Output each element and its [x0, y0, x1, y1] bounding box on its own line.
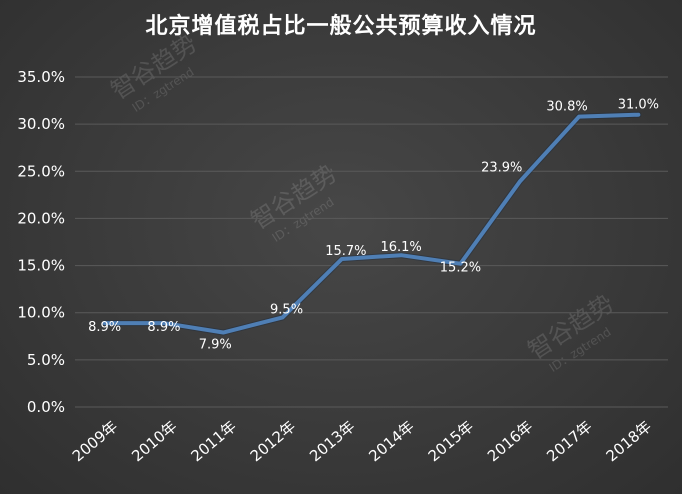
data-label: 30.8% — [546, 100, 587, 115]
x-tick-label: 2012年 — [247, 417, 299, 465]
data-label: 9.5% — [270, 302, 303, 317]
x-tick-label: 2014年 — [365, 417, 417, 465]
data-label: 15.2% — [440, 261, 481, 276]
data-label: 8.9% — [147, 320, 180, 335]
chart-title: 北京增值税占比一般公共预算收入情况 — [145, 14, 537, 39]
x-tick-label: 2015年 — [425, 417, 477, 465]
y-tick-label: 35.0% — [17, 68, 65, 86]
y-tick-label: 5.0% — [27, 351, 65, 369]
y-tick-label: 30.0% — [17, 115, 65, 133]
x-tick-label: 2018年 — [603, 417, 655, 465]
data-label: 8.9% — [88, 320, 121, 335]
y-tick-label: 10.0% — [17, 304, 65, 322]
y-tick-label: 25.0% — [17, 162, 65, 180]
y-tick-label: 20.0% — [17, 209, 65, 227]
x-tick-label: 2010年 — [128, 417, 180, 465]
data-label: 7.9% — [199, 338, 232, 353]
data-label: 31.0% — [618, 98, 659, 113]
data-label: 23.9% — [481, 161, 522, 176]
x-tick-label: 2013年 — [306, 417, 358, 465]
x-tick-label: 2016年 — [484, 417, 536, 465]
series-line-shadow — [101, 111, 642, 336]
x-tick-label: 2017年 — [543, 417, 595, 465]
data-label: 15.7% — [325, 244, 366, 259]
y-tick-label: 15.0% — [17, 257, 65, 275]
data-label: 16.1% — [380, 240, 421, 255]
y-tick-label: 0.0% — [27, 398, 65, 416]
x-tick-label: 2011年 — [188, 417, 240, 465]
x-tick-label: 2009年 — [69, 417, 121, 465]
series-line — [102, 112, 641, 335]
